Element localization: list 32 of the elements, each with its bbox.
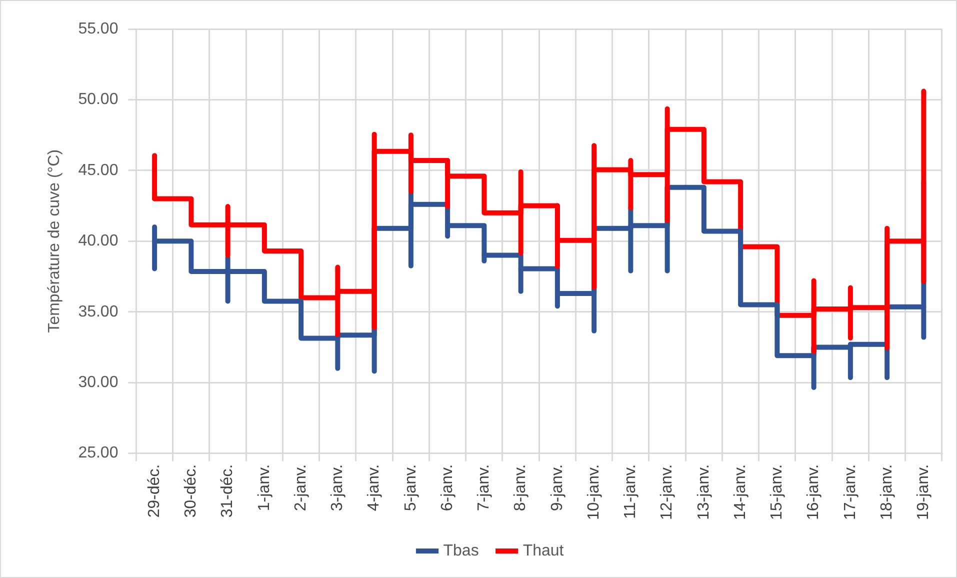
x-tick-label: 4-janv. [366,464,383,512]
x-tick-label: 5-janv. [402,464,420,512]
x-tick-label: 11-janv. [622,464,640,519]
x-tick-label: 12-janv. [658,464,676,520]
y-tick-label: 40.00 [78,232,118,250]
legend-label: Tbas [443,542,479,560]
x-tick-label: 29-déc. [146,464,163,518]
x-tick-label: 18-janv. [878,464,896,520]
y-tick-label: 55.00 [78,20,118,38]
y-tick-label: 30.00 [78,374,118,391]
y-tick-label: 45.00 [78,162,118,179]
x-tick-label: 9-janv. [548,464,566,512]
x-tick-label: 6-janv. [438,464,456,512]
x-tick-label: 8-janv. [512,464,530,512]
x-tick-label: 2-janv. [292,464,310,512]
x-tick-label: 10-janv. [585,464,602,520]
x-tick-label: 1-janv. [256,464,273,512]
y-axis-title: Température de cuve (°C) [46,149,64,333]
x-tick-label: 14-janv. [732,464,749,520]
x-tick-label: 19-janv. [915,464,932,520]
x-tick-label: 7-janv. [476,464,493,512]
x-tick-label: 30-déc. [182,464,200,518]
x-tick-label: 16-janv. [805,464,822,520]
legend-label: Thaut [522,542,564,560]
x-tick-label: 13-janv. [695,464,712,520]
y-tick-label: 50.00 [78,91,118,108]
x-tick-label: 31-déc. [219,464,236,518]
x-tick-label: 17-janv. [842,464,859,520]
y-tick-label: 35.00 [78,303,118,320]
y-tick-label: 25.00 [78,444,118,462]
x-tick-label: 15-janv. [768,464,786,520]
x-tick-label: 3-janv. [329,464,346,512]
